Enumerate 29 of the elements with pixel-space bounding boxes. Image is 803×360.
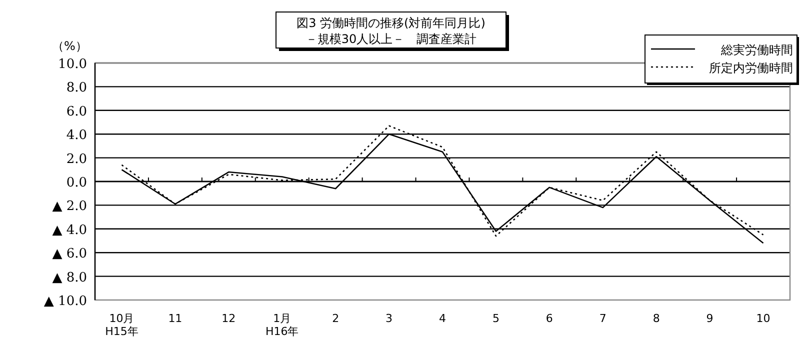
y-tick-label: ▲ 2.0 [52, 199, 87, 214]
x-tick-label: 12 [222, 312, 236, 325]
y-tick-label: 6.0 [66, 104, 87, 120]
y-tick-label: 4.0 [66, 128, 87, 144]
x-tick-label: 5 [492, 312, 500, 325]
x-tick-label: 7 [599, 312, 606, 325]
y-tick-label: 8.0 [66, 80, 87, 96]
x-tick-label: 10月 H15年 [105, 312, 138, 338]
x-tick-label: 4 [439, 312, 446, 325]
y-tick-label: ▲ 10.0 [44, 294, 87, 309]
x-tick-label: 3 [386, 312, 393, 325]
x-tick-label: 6 [546, 312, 553, 325]
y-tick-label: ▲ 4.0 [52, 222, 87, 238]
y-tick-label: 10.0 [58, 57, 87, 72]
x-tick-label: 9 [706, 312, 714, 325]
x-tick-label: 8 [652, 312, 660, 325]
y-tick-label: ▲ 8.0 [52, 270, 87, 286]
chart-subtitle: －規模30人以上－ 調査産業計 [305, 32, 477, 46]
x-tick-label: 2 [332, 312, 340, 325]
y-tick-label: 0.0 [66, 176, 87, 190]
chart-title: 図3 労働時間の推移(対前年同月比) [296, 16, 486, 30]
legend-label: 所定内労働時間 [709, 61, 793, 75]
x-tick-label: 11 [168, 312, 182, 325]
y-tick-label: ▲ 6.0 [52, 246, 87, 262]
y-axis-title: （%） [52, 39, 88, 53]
x-tick-label: 1月 H16年 [265, 312, 299, 338]
x-tick-label: 10 [756, 312, 770, 325]
legend-label: 総実労働時間 [720, 43, 793, 57]
y-tick-label: 2.0 [66, 152, 87, 167]
